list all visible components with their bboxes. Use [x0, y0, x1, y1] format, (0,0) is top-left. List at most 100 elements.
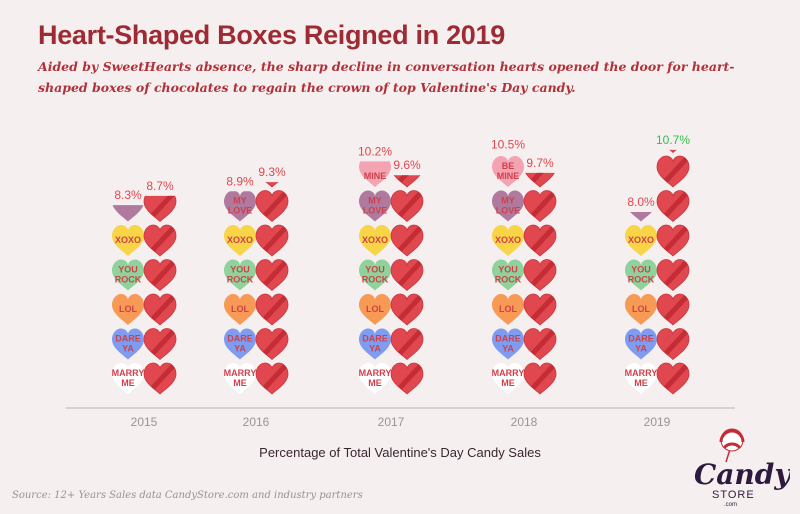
heart-boxes-bar [255, 182, 289, 395]
data-label: 8.7% [146, 179, 174, 193]
candystore-logo: Candy STORE .com [694, 428, 790, 508]
heart-text: DARE [362, 334, 388, 344]
box-heart [143, 293, 177, 326]
heart-text: YOU [631, 265, 651, 275]
heart-text: ME [368, 378, 382, 388]
heart-text: MARRY [224, 368, 257, 378]
box-heart [260, 182, 288, 188]
conversation-heart: XOXO [224, 225, 256, 256]
x-tick-label: 2017 [378, 415, 405, 429]
box-heart [255, 293, 289, 326]
heart-text: BE [502, 161, 515, 171]
box-heart [656, 224, 690, 257]
box-heart [255, 362, 289, 395]
conversation-heart [112, 205, 144, 222]
box-heart [523, 259, 557, 292]
heart-text: MINE [364, 171, 387, 181]
heart-text: ROCK [115, 275, 142, 285]
heart-text: MY [368, 196, 382, 206]
chart-title: Heart-Shaped Boxes Reigned in 2019 [38, 20, 505, 50]
data-label: 8.9% [226, 174, 254, 188]
box-heart [523, 224, 557, 257]
x-tick-label: 2015 [131, 415, 158, 429]
heart-text: YA [502, 344, 514, 354]
heart-text: ME [121, 378, 135, 388]
conversation-heart: LOL [625, 294, 657, 325]
box-heart [523, 293, 557, 326]
box-heart [656, 328, 690, 361]
box-heart [393, 175, 423, 188]
heart-text: LOL [499, 304, 517, 314]
box-heart [523, 190, 557, 223]
heart-text: ME [233, 378, 247, 388]
heart-text: XOXO [227, 235, 253, 245]
box-heart [656, 190, 690, 223]
box-heart [525, 172, 556, 188]
box-heart [390, 259, 424, 292]
box-heart [143, 259, 177, 292]
data-label: 9.3% [258, 165, 286, 179]
data-label: 8.3% [114, 188, 142, 202]
data-label: 10.5% [491, 138, 525, 152]
heart-text: MY [501, 196, 515, 206]
x-tick-label: 2018 [511, 415, 538, 429]
heart-text: XOXO [362, 235, 388, 245]
heart-text: DARE [628, 334, 654, 344]
heart-text: XOXO [628, 235, 654, 245]
heart-text: LOL [119, 304, 137, 314]
box-heart [143, 328, 177, 361]
conversation-heart: XOXO [625, 225, 657, 256]
logo-sub: STORE [712, 489, 755, 501]
data-label: 9.6% [393, 158, 421, 172]
x-axis-label: Percentage of Total Valentine's Day Cand… [259, 445, 541, 460]
box-heart [656, 293, 690, 326]
data-label: 8.0% [627, 195, 655, 209]
heart-text: ROCK [362, 275, 389, 285]
box-heart [390, 293, 424, 326]
heart-text: ME [501, 378, 515, 388]
heart-text: YOU [498, 265, 518, 275]
chart-subtitle: Aided by SweetHearts absence, the sharp … [38, 59, 735, 95]
heart-text: YA [635, 344, 647, 354]
heart-boxes-bar [143, 195, 177, 395]
data-label: 10.7% [656, 133, 690, 147]
heart-text: MARRY [492, 368, 525, 378]
box-heart [656, 155, 690, 188]
heart-text: XOXO [115, 235, 141, 245]
conversation-heart: LOL [492, 294, 524, 325]
heart-text: YOU [365, 265, 385, 275]
box-heart [390, 328, 424, 361]
heart-text: DARE [227, 334, 253, 344]
heart-boxes-bar [523, 172, 557, 395]
box-heart [661, 149, 689, 154]
heart-text: LOVE [228, 206, 253, 216]
heart-text: LOL [231, 304, 249, 314]
box-heart [143, 195, 177, 223]
conversation-heart: LOL [224, 294, 256, 325]
conversation-heart: LOL [112, 294, 144, 325]
box-heart [143, 362, 177, 395]
box-heart [255, 190, 289, 223]
box-heart [390, 190, 424, 223]
logo-name: Candy [694, 458, 790, 491]
heart-text: YA [369, 344, 381, 354]
source-note: Source: 12+ Years Sales data CandyStore.… [12, 490, 363, 501]
